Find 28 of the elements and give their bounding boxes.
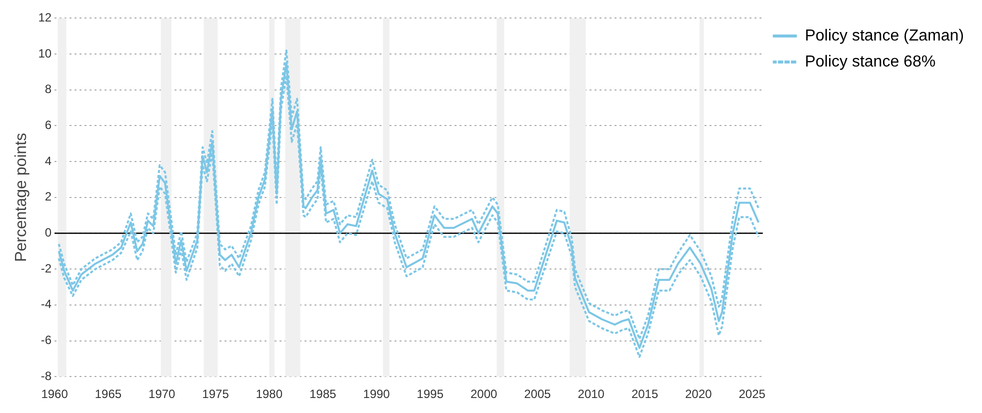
x-tick-label: 2025: [738, 387, 766, 402]
y-axis-title: Percentage points: [13, 132, 30, 262]
y-tick-label: -6: [40, 333, 52, 348]
x-tick-label: 1995: [416, 387, 444, 402]
x-tick-label: 1980: [256, 387, 283, 402]
y-tick-label: 2: [44, 190, 52, 204]
y-tick-label: 0: [44, 226, 52, 240]
x-tick-label: 2005: [524, 387, 552, 402]
legend-label: Policy stance 68%: [804, 53, 936, 70]
y-tick-label: -8: [40, 368, 52, 383]
y-tick-label: 8: [44, 82, 52, 96]
y-tick-label: -2: [40, 261, 52, 276]
y-tick-label: -4: [40, 297, 52, 312]
y-tick-label: 10: [38, 46, 52, 60]
legend-label: Policy stance (Zaman): [804, 27, 964, 44]
x-tick-label: 2010: [578, 387, 605, 402]
y-tick-label: 12: [38, 10, 52, 25]
x-tick-label: 2015: [631, 387, 658, 402]
x-tick-label: 1990: [363, 387, 390, 402]
x-tick-label: 1965: [94, 387, 122, 402]
y-tick-label: 6: [44, 118, 52, 132]
x-tick-label: 1970: [148, 387, 176, 402]
x-tick-label: 1985: [309, 387, 337, 402]
x-tick-label: 1960: [41, 387, 68, 402]
x-tick-label: 2020: [685, 387, 712, 402]
x-tick-label: 2000: [470, 387, 498, 402]
y-tick-label: 4: [44, 154, 52, 168]
x-tick-label: 1975: [202, 387, 230, 402]
